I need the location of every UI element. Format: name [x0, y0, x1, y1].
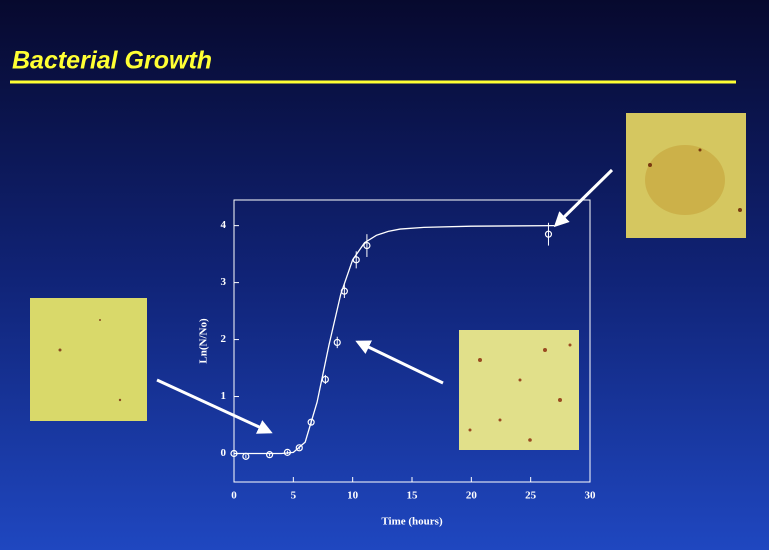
y-tick-label: 2 [221, 333, 227, 345]
x-tick-label: 5 [291, 490, 297, 502]
x-tick-label: 20 [466, 490, 478, 502]
micrograph-left [30, 298, 147, 421]
x-tick-label: 10 [347, 490, 359, 502]
x-tick-label: 30 [585, 490, 597, 502]
micrograph-right [626, 113, 746, 238]
y-tick-label: 3 [221, 276, 227, 288]
y-tick-label: 4 [221, 219, 227, 231]
slide-title: Bacterial Growth [12, 47, 212, 75]
x-tick-label: 25 [525, 490, 537, 502]
x-tick-label: 15 [407, 490, 419, 502]
x-tick-label: 0 [231, 490, 237, 502]
x-axis-label: Time (hours) [381, 516, 443, 528]
micrograph-middle [459, 330, 579, 450]
y-axis-label: Ln(N/No) [198, 318, 210, 364]
y-tick-label: 1 [221, 390, 227, 402]
y-tick-label: 0 [221, 447, 227, 459]
slide: Bacterial Growth Time (hours) Ln(N/No) 0… [0, 0, 769, 550]
